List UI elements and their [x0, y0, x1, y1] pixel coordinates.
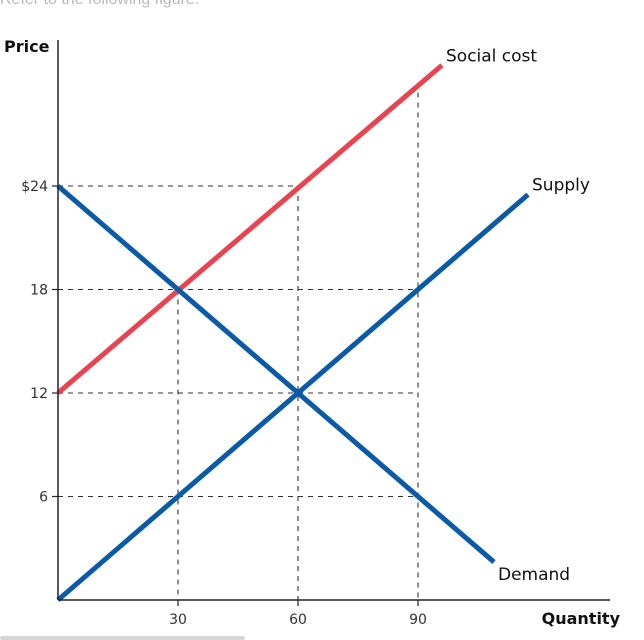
demand-label: Demand: [498, 565, 570, 585]
caption: Refer to the following figure.: [0, 0, 199, 9]
series-labels: Social cost Supply Demand: [446, 46, 590, 585]
x-tick-label: 90: [409, 612, 427, 628]
horizontal-scrollbar[interactable]: [0, 636, 245, 640]
supply-label: Supply: [532, 176, 590, 196]
social-cost-label: Social cost: [446, 46, 537, 66]
y-tick-label: 6: [39, 490, 48, 506]
guide-lines: [58, 82, 419, 600]
y-tick-label: 18: [30, 283, 48, 299]
supply-line: [56, 192, 530, 602]
social-cost-line: [56, 63, 444, 395]
x-tick-label: 60: [289, 612, 307, 628]
tick-marks: [52, 185, 419, 606]
y-tick-label: 12: [30, 386, 48, 402]
series-lines: [56, 63, 530, 602]
x-axis-title: Quantity: [542, 609, 621, 628]
x-tick-label: 30: [169, 612, 187, 628]
demand-line: [56, 184, 496, 564]
y-axis-title: Price: [4, 37, 50, 56]
tick-labels: 30 60 90 6 12 18 $24: [21, 179, 427, 628]
y-tick-label: $24: [21, 179, 48, 195]
